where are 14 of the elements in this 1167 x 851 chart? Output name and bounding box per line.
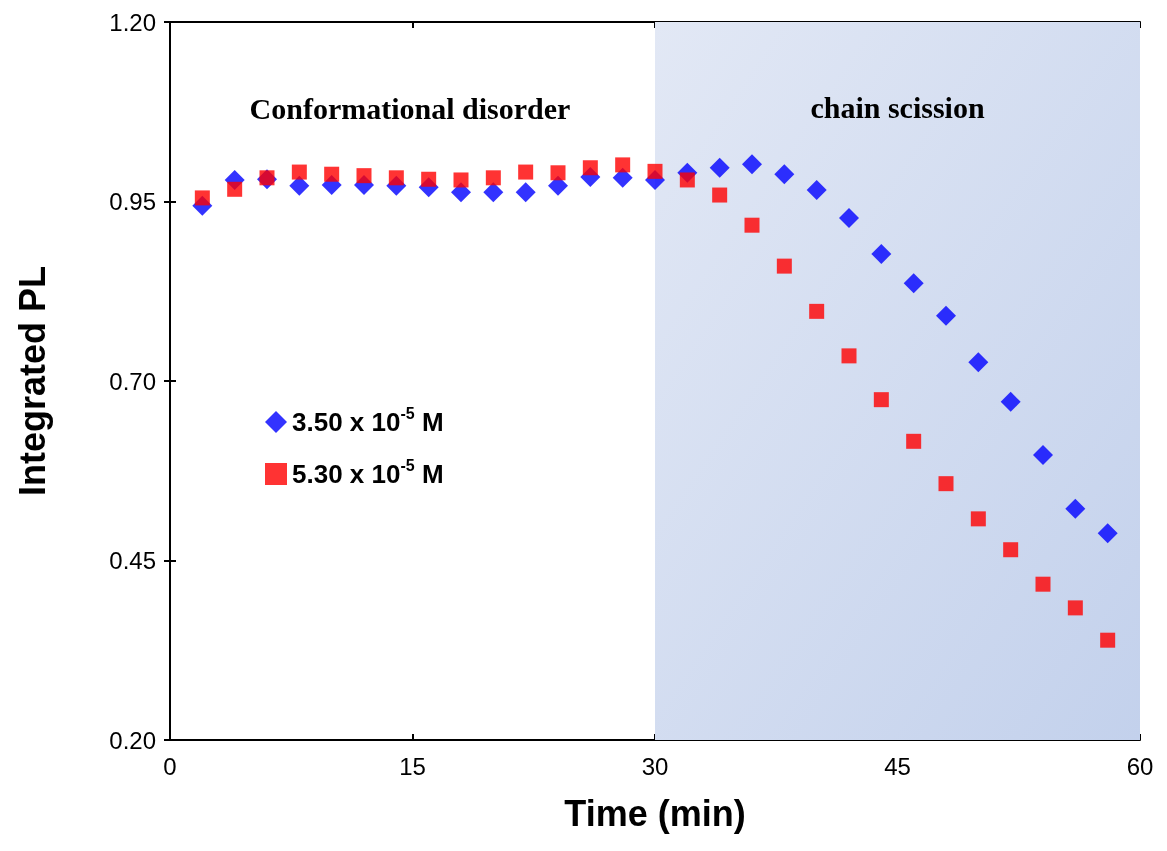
y-tick-label: 0.45 <box>109 547 156 574</box>
x-axis-title: Time (min) <box>564 792 746 834</box>
band-label: chain scission <box>810 90 985 124</box>
y-tick-label: 0.95 <box>109 188 156 215</box>
x-tick-label: 30 <box>641 752 669 780</box>
x-tick-label: 45 <box>884 752 911 780</box>
y-tick-label: 0.20 <box>109 726 156 754</box>
y-axis-title: Integrated PL <box>11 265 53 497</box>
x-tick-label: 0 <box>163 752 177 780</box>
y-tick-label: 1.20 <box>109 8 156 36</box>
annotation: Conformational disorder <box>249 91 571 125</box>
y-tick-label: 0.70 <box>109 367 156 395</box>
x-tick-label: 60 <box>1126 752 1154 780</box>
x-tick-label: 15 <box>399 752 426 780</box>
